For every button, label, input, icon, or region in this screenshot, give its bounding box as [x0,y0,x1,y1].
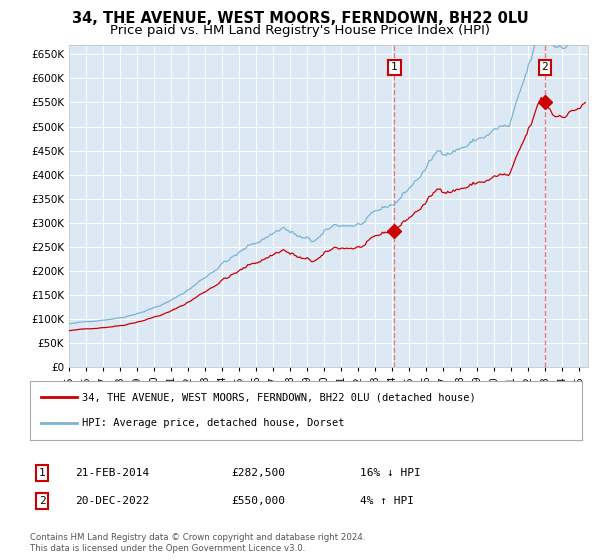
Text: HPI: Average price, detached house, Dorset: HPI: Average price, detached house, Dors… [82,418,345,428]
Text: £550,000: £550,000 [231,496,285,506]
Text: 1: 1 [391,62,398,72]
Text: 21-FEB-2014: 21-FEB-2014 [75,468,149,478]
Text: 34, THE AVENUE, WEST MOORS, FERNDOWN, BH22 0LU (detached house): 34, THE AVENUE, WEST MOORS, FERNDOWN, BH… [82,392,476,402]
Text: £282,500: £282,500 [231,468,285,478]
Text: 20-DEC-2022: 20-DEC-2022 [75,496,149,506]
Text: 4% ↑ HPI: 4% ↑ HPI [360,496,414,506]
Text: 2: 2 [38,496,46,506]
Text: 34, THE AVENUE, WEST MOORS, FERNDOWN, BH22 0LU: 34, THE AVENUE, WEST MOORS, FERNDOWN, BH… [71,11,529,26]
Text: 1: 1 [38,468,46,478]
Text: 16% ↓ HPI: 16% ↓ HPI [360,468,421,478]
Text: 2: 2 [541,62,548,72]
Text: Contains HM Land Registry data © Crown copyright and database right 2024.
This d: Contains HM Land Registry data © Crown c… [30,533,365,553]
Text: Price paid vs. HM Land Registry's House Price Index (HPI): Price paid vs. HM Land Registry's House … [110,24,490,36]
